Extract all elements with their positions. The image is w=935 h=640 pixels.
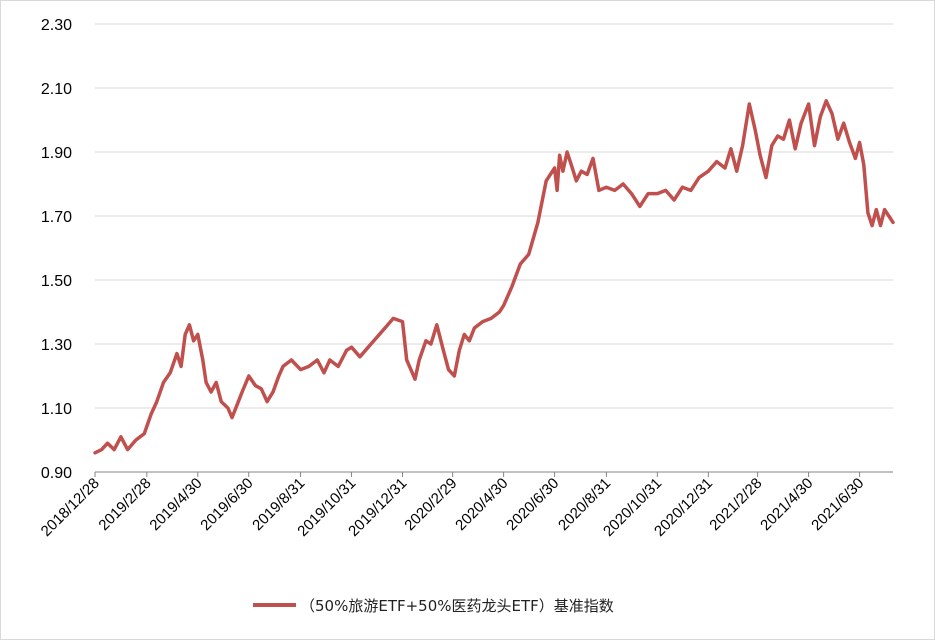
x-axis-tick-labels: 2018/12/282019/2/282019/4/302019/6/30201…	[38, 472, 867, 540]
legend: （50%旅游ETF+50%医药龙头ETF）基准指数	[253, 597, 614, 615]
x-tick-label: 2019/6/30	[197, 475, 256, 534]
y-tick-label: 1.50	[41, 273, 72, 290]
x-tick-label: 2021/2/28	[706, 475, 765, 534]
y-tick-label: 2.30	[41, 17, 72, 34]
x-tick-label: 2020/6/30	[503, 475, 562, 534]
series-layer	[93, 99, 895, 455]
y-tick-label: 0.90	[41, 465, 72, 482]
x-tick-label: 2019/2/28	[95, 475, 154, 534]
y-tick-label: 2.10	[41, 81, 72, 98]
y-tick-label: 1.70	[41, 209, 72, 226]
x-tick-label: 2020/2/29	[401, 475, 460, 534]
y-tick-label: 1.90	[41, 145, 72, 162]
x-tick-label: 2018/12/28	[38, 475, 103, 540]
series-line	[93, 99, 895, 455]
x-tick-label: 2019/4/30	[146, 475, 205, 534]
y-tick-label: 1.30	[41, 337, 72, 354]
x-tick-label: 2020/4/30	[452, 475, 511, 534]
x-tick-label: 2021/6/30	[808, 475, 867, 534]
y-axis-tick-labels: 0.90 1.10 1.30 1.50 1.70 1.90 2.10 2.30	[41, 17, 72, 482]
y-tick-label: 1.10	[41, 401, 72, 418]
grid-lines	[95, 23, 893, 409]
legend-label: （50%旅游ETF+50%医药龙头ETF）基准指数	[300, 597, 614, 615]
x-tick-label: 2021/4/30	[757, 475, 816, 534]
